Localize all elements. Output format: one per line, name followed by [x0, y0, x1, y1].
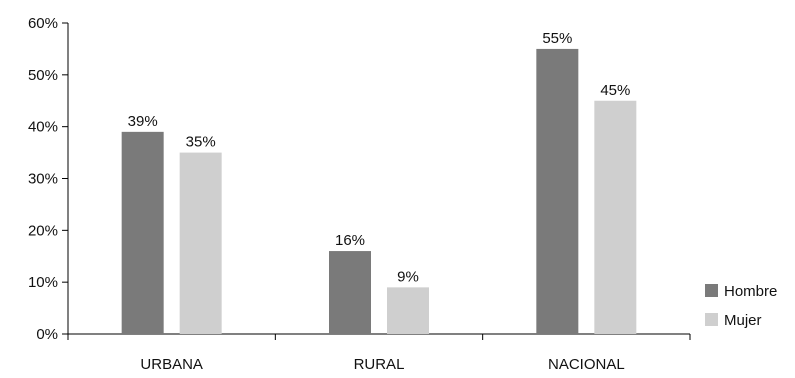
legend-label-hombre: Hombre — [724, 283, 777, 300]
data-label: 35% — [186, 134, 216, 151]
y-axis: 0% 10% 20% 30% 40% 50% 60% — [28, 15, 69, 343]
y-tick-label: 50% — [28, 67, 58, 84]
bar-mujer — [594, 100, 637, 334]
bar-mujer — [387, 287, 429, 334]
data-label: 39% — [128, 113, 158, 130]
legend-label-mujer: Mujer — [724, 312, 762, 329]
legend-swatch-hombre — [705, 284, 718, 297]
y-tick-label: 40% — [28, 119, 58, 136]
data-label: 45% — [600, 82, 630, 99]
bar-hombre — [536, 48, 579, 335]
bar-hombre — [121, 131, 164, 334]
y-tick-label: 30% — [28, 171, 58, 188]
y-tick-label: 10% — [28, 274, 58, 291]
y-tick-label: 20% — [28, 222, 58, 239]
x-axis: URBANA RURAL NACIONAL — [67, 333, 691, 373]
y-tick-label: 60% — [28, 15, 58, 32]
y-tick-label: 0% — [36, 326, 58, 343]
data-label: 55% — [542, 30, 572, 47]
legend-swatch-mujer — [705, 313, 718, 326]
data-labels: 39% 35% 16% 9% 55% 45% — [128, 30, 631, 285]
legend: Hombre Mujer — [705, 283, 777, 329]
data-label: 9% — [397, 268, 419, 285]
bars — [121, 48, 637, 335]
bar-hombre — [329, 251, 371, 334]
category-label: RURAL — [354, 356, 405, 373]
data-label: 16% — [335, 232, 365, 249]
bar-mujer — [179, 152, 222, 334]
category-label: URBANA — [140, 356, 203, 373]
category-label: NACIONAL — [548, 356, 625, 373]
